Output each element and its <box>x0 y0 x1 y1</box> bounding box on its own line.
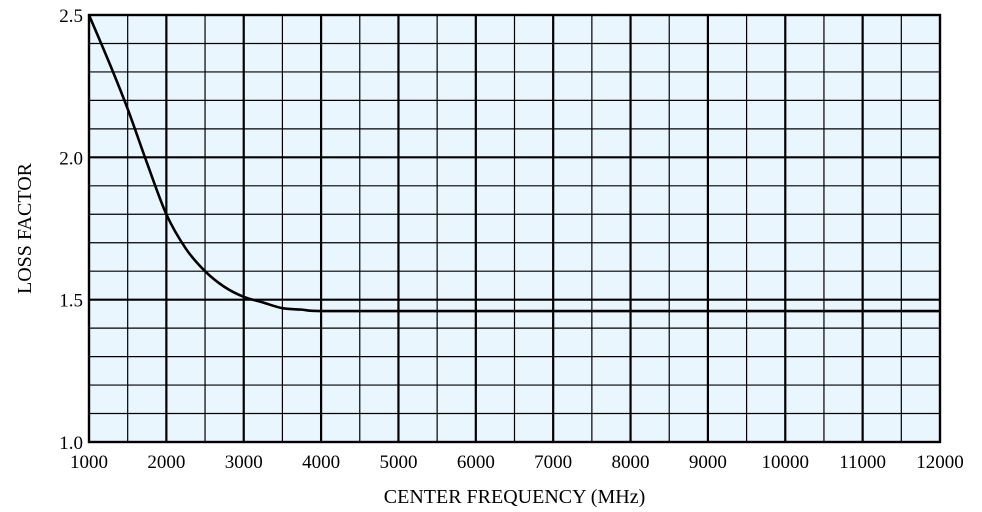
x-tick-label: 2000 <box>147 452 185 473</box>
y-tick-label: 2.5 <box>59 6 83 27</box>
x-tick-labels: 1000 2000 3000 4000 5000 6000 7000 8000 9000 1000… <box>70 452 964 473</box>
y-tick-label: 2.0 <box>59 148 83 169</box>
x-axis-title: CENTER FREQUENCY (MHz) <box>384 486 645 508</box>
minor-grid <box>89 15 940 442</box>
x-tick-label: 3000 <box>225 452 263 473</box>
y-tick-label: 1.5 <box>59 291 83 312</box>
x-tick-label: 8000 <box>612 452 650 473</box>
plot-frame <box>87 13 942 444</box>
loss-factor-curve <box>87 14 940 313</box>
x-tick-label: 5000 <box>379 452 417 473</box>
x-tick-label: 1000 <box>70 452 108 473</box>
major-grid <box>89 15 940 442</box>
x-tick-label: 6000 <box>457 452 495 473</box>
y-axis-title: LOSS FACTOR <box>14 162 36 294</box>
x-tick-label: 11000 <box>839 452 886 473</box>
x-tick-label: 9000 <box>689 452 727 473</box>
x-tick-label: 7000 <box>534 452 572 473</box>
x-tick-label: 12000 <box>916 452 964 473</box>
x-tick-label: 4000 <box>302 452 340 473</box>
y-tick-labels: 1.0 1.5 2.0 2.5 <box>59 6 83 454</box>
x-tick-label: 10000 <box>762 452 810 473</box>
y-tick-label: 1.0 <box>59 433 83 454</box>
